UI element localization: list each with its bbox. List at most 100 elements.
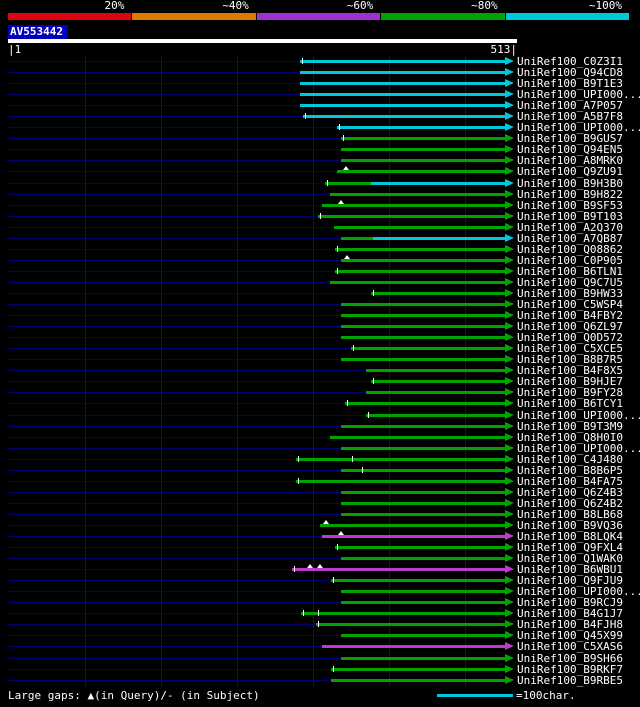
hit-label-link[interactable]: UniRef100_B4F8X5 (517, 364, 623, 378)
hit-label-link[interactable]: UniRef100_B9GUS7 (517, 132, 623, 146)
alignment-bar[interactable] (341, 424, 505, 428)
hit-label-link[interactable]: UniRef100_B6TCY1 (517, 397, 623, 411)
alignment-bar[interactable] (366, 413, 505, 417)
alignment-bar[interactable] (341, 446, 505, 450)
alignment-bar[interactable] (335, 247, 505, 251)
alignment-bar[interactable] (341, 590, 505, 594)
hit-label-link[interactable]: UniRef100_B9RKF7 (517, 662, 623, 676)
alignment-bar[interactable] (341, 656, 505, 660)
alignment-bar[interactable] (345, 402, 505, 406)
alignment-bar[interactable] (341, 303, 505, 307)
alignment-bar[interactable] (341, 501, 505, 505)
alignment-bar[interactable] (341, 137, 505, 141)
hit-label-link[interactable]: UniRef100_Q6Z4B2 (517, 496, 623, 510)
hit-label-link[interactable]: UniRef100_A5B7F8 (517, 110, 623, 124)
alignment-bar[interactable] (341, 468, 505, 472)
alignment-bar[interactable] (341, 325, 505, 329)
hit-label-link[interactable]: UniRef100_Q6Z4B3 (517, 485, 623, 499)
hit-label-link[interactable]: UniRef100_B8B7R5 (517, 353, 623, 367)
alignment-bar[interactable] (300, 93, 505, 97)
alignment-bar[interactable] (341, 490, 505, 494)
hit-label-link[interactable]: UniRef100_B8LQK4 (517, 530, 623, 544)
alignment-bar[interactable] (331, 667, 505, 671)
alignment-bar[interactable] (341, 358, 505, 362)
alignment-bar[interactable] (341, 148, 505, 152)
hit-label-link[interactable]: UniRef100_B6WBU1 (517, 563, 623, 577)
hit-label-link[interactable]: UniRef100_Q8H0I0 (517, 430, 623, 444)
alignment-bar[interactable] (335, 269, 505, 273)
alignment-bar[interactable] (341, 258, 505, 262)
hit-label-link[interactable]: UniRef100_A7P057 (517, 99, 623, 113)
alignment-bar[interactable] (366, 369, 505, 373)
alignment-bar[interactable] (373, 236, 505, 240)
alignment-bar[interactable] (330, 192, 505, 196)
alignment-bar[interactable] (335, 546, 505, 550)
hit-label-link[interactable]: UniRef100_Q9FXL4 (517, 541, 623, 555)
alignment-bar[interactable] (341, 336, 505, 340)
hit-label-link[interactable]: UniRef100_C0P905 (517, 253, 623, 267)
hit-label-link[interactable]: UniRef100_Q45X99 (517, 629, 623, 643)
hit-label-link[interactable]: UniRef100_B6TLN1 (517, 264, 623, 278)
hit-label-link[interactable]: UniRef100_UPI000... (517, 441, 640, 455)
hit-label-link[interactable]: UniRef100_B9SF53 (517, 198, 623, 212)
hit-label-link[interactable]: UniRef100_Q94EN5 (517, 143, 623, 157)
alignment-bar[interactable] (334, 225, 505, 229)
alignment-bar[interactable] (322, 535, 505, 539)
alignment-bar[interactable] (322, 203, 505, 207)
alignment-bar[interactable] (341, 601, 505, 605)
alignment-bar[interactable] (300, 71, 505, 75)
hit-label-link[interactable]: UniRef100_B9T3M9 (517, 419, 623, 433)
hit-label-link[interactable]: UniRef100_B9T103 (517, 209, 623, 223)
hit-label-link[interactable]: UniRef100_B9FY28 (517, 386, 623, 400)
hit-label-link[interactable]: UniRef100_C4J480 (517, 452, 623, 466)
hit-label-link[interactable]: UniRef100_C5WSP4 (517, 298, 623, 312)
hit-label-link[interactable]: UniRef100_B9RBE5 (517, 673, 623, 687)
alignment-bar[interactable] (303, 115, 505, 119)
hit-label-link[interactable]: UniRef100_Q6ZL97 (517, 320, 623, 334)
hit-label-link[interactable]: UniRef100_Q9FJU9 (517, 574, 623, 588)
hit-label-link[interactable]: UniRef100_Q0D572 (517, 331, 623, 345)
hit-label-link[interactable]: UniRef100_B9H822 (517, 187, 623, 201)
hit-label-link[interactable]: UniRef100_B9RCJ9 (517, 596, 623, 610)
hit-label-link[interactable]: UniRef100_B9SH66 (517, 651, 623, 665)
alignment-bar[interactable] (325, 181, 371, 185)
alignment-bar[interactable] (318, 214, 505, 218)
alignment-bar[interactable] (331, 579, 505, 583)
hit-label-link[interactable]: UniRef100_Q9ZU91 (517, 165, 623, 179)
alignment-bar[interactable] (316, 623, 505, 627)
alignment-bar[interactable] (341, 314, 505, 318)
hit-label-link[interactable]: UniRef100_UPI000... (517, 121, 640, 135)
alignment-bar[interactable] (301, 612, 505, 616)
alignment-bar[interactable] (300, 82, 505, 86)
hit-label-link[interactable]: UniRef100_Q94CD8 (517, 66, 623, 80)
alignment-bar[interactable] (366, 391, 505, 395)
hit-label-link[interactable]: UniRef100_B9VQ36 (517, 518, 623, 532)
alignment-bar[interactable] (341, 557, 505, 561)
hit-label-link[interactable]: UniRef100_C5XCE5 (517, 342, 623, 356)
alignment-bar[interactable] (371, 380, 505, 384)
hit-label-link[interactable]: UniRef100_C5XAS6 (517, 640, 623, 654)
hit-label-link[interactable]: UniRef100_B9H3B0 (517, 176, 623, 190)
hit-label-link[interactable]: UniRef100_A2Q370 (517, 220, 623, 234)
hit-label-link[interactable]: UniRef100_B9T1E3 (517, 77, 623, 91)
hit-label-link[interactable]: UniRef100_B8LB68 (517, 507, 623, 521)
hit-label-link[interactable]: UniRef100_B9HJE7 (517, 375, 623, 389)
alignment-bar[interactable] (330, 435, 505, 439)
alignment-bar[interactable] (292, 568, 505, 572)
alignment-bar[interactable] (331, 678, 505, 682)
alignment-bar[interactable] (337, 126, 505, 130)
hit-label-link[interactable]: UniRef100_A7QB87 (517, 231, 623, 245)
hit-label-link[interactable]: UniRef100_Q1WAK0 (517, 552, 623, 566)
hit-label-link[interactable]: UniRef100_B8B6P5 (517, 463, 623, 477)
hit-label-link[interactable]: UniRef100_B4FA75 (517, 474, 623, 488)
hit-label-link[interactable]: UniRef100_B4FBY2 (517, 309, 623, 323)
hit-label-link[interactable]: UniRef100_Q9C7U5 (517, 275, 623, 289)
alignment-bar[interactable] (296, 457, 505, 461)
alignment-bar[interactable] (320, 523, 505, 527)
hit-label-link[interactable]: UniRef100_Q08862 (517, 242, 623, 256)
alignment-bar[interactable] (341, 512, 505, 516)
alignment-bar[interactable] (341, 236, 373, 240)
alignment-bar[interactable] (371, 291, 505, 295)
hit-label-link[interactable]: UniRef100_B9HW33 (517, 286, 623, 300)
hit-label-link[interactable]: UniRef100_C0Z3I1 (517, 55, 623, 68)
